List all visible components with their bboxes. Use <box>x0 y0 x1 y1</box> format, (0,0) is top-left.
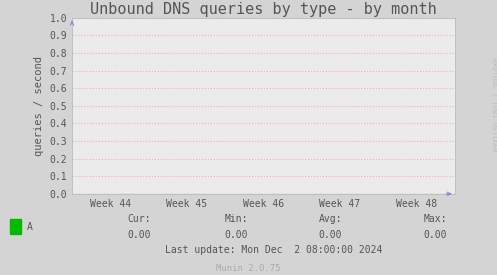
Title: Unbound DNS queries by type - by month: Unbound DNS queries by type - by month <box>90 2 437 17</box>
Text: 0.00: 0.00 <box>127 230 151 240</box>
Text: Cur:: Cur: <box>127 214 151 224</box>
Text: Avg:: Avg: <box>319 214 342 224</box>
Text: Max:: Max: <box>423 214 447 224</box>
Text: 0.00: 0.00 <box>423 230 447 240</box>
Y-axis label: queries / second: queries / second <box>34 56 44 156</box>
Text: Min:: Min: <box>224 214 248 224</box>
Text: Munin 2.0.75: Munin 2.0.75 <box>216 264 281 273</box>
Text: Last update: Mon Dec  2 08:00:00 2024: Last update: Mon Dec 2 08:00:00 2024 <box>165 245 382 255</box>
Text: 0.00: 0.00 <box>224 230 248 240</box>
Text: 0.00: 0.00 <box>319 230 342 240</box>
Text: RRDTOOL / TOBI OETIKER: RRDTOOL / TOBI OETIKER <box>491 58 497 151</box>
Text: A: A <box>27 222 33 232</box>
